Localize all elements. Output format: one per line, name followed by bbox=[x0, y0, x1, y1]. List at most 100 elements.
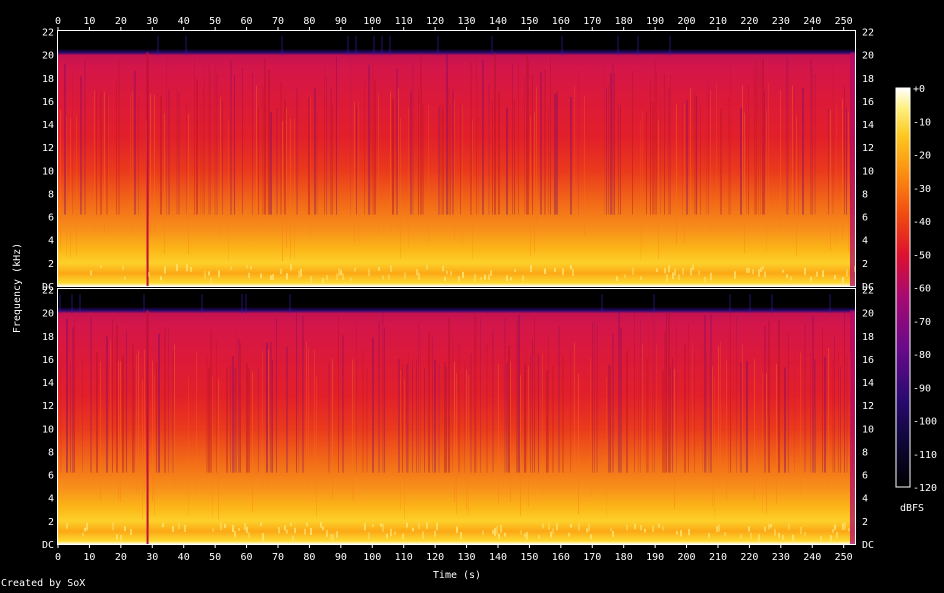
spectrum-texture bbox=[416, 268, 418, 276]
colorbar-tick-label: +0 bbox=[913, 84, 925, 95]
spectrum-texture bbox=[524, 363, 526, 473]
spectrum-texture bbox=[446, 54, 448, 215]
colorbar-tick-label: -40 bbox=[913, 217, 931, 228]
spectrum-texture bbox=[492, 100, 493, 215]
spectrum-texture bbox=[510, 277, 512, 281]
spectrum-texture bbox=[480, 318, 481, 473]
spectrum-texture bbox=[498, 533, 500, 539]
y-tick-label: 8 bbox=[862, 447, 868, 458]
spectrum-texture bbox=[188, 114, 189, 255]
spectrum-texture bbox=[442, 266, 444, 272]
spectrum-texture bbox=[846, 355, 848, 473]
spectrum-texture bbox=[644, 528, 646, 533]
x-tick-label: 60 bbox=[241, 552, 253, 563]
spectrum-texture bbox=[504, 532, 506, 537]
spectrum-texture bbox=[258, 368, 259, 473]
colorbar-tick-label: -90 bbox=[913, 383, 931, 394]
x-tick-label: 160 bbox=[552, 552, 570, 563]
spectrum-texture bbox=[236, 331, 237, 473]
spectrum-texture bbox=[810, 353, 811, 473]
spectrum-texture bbox=[196, 351, 197, 492]
x-tick-labels-top: 0 10 20 30 40 50 60 70 80 90 100 110 120 130 140 150 160… bbox=[55, 16, 853, 30]
spectrum-texture bbox=[758, 534, 760, 542]
spectrum-texture bbox=[444, 276, 446, 281]
x-tick-label: 50 bbox=[209, 16, 221, 27]
spectrum-texture bbox=[742, 85, 743, 226]
spectrum-texture bbox=[574, 85, 575, 226]
spectrum-texture bbox=[778, 532, 780, 538]
spectrum-texture bbox=[786, 57, 788, 215]
spectrum-texture bbox=[204, 63, 205, 215]
x-tick-label: 230 bbox=[772, 16, 790, 27]
spectrum-texture bbox=[544, 268, 546, 274]
spectrum-texture bbox=[800, 526, 802, 535]
spectrum-texture bbox=[96, 91, 97, 215]
spectrum-texture bbox=[96, 352, 98, 473]
y-tick-label: 2 bbox=[862, 259, 868, 270]
spectrum-texture bbox=[306, 341, 307, 482]
spectrum-texture bbox=[488, 84, 490, 215]
spectrum-texture bbox=[792, 534, 794, 541]
spectrum-texture bbox=[812, 68, 813, 215]
spectrum-texture bbox=[812, 315, 814, 473]
spectrum-texture bbox=[276, 108, 278, 215]
spectrum-texture bbox=[118, 59, 120, 215]
spectrum-texture bbox=[100, 264, 102, 269]
spectrum-texture bbox=[676, 530, 678, 535]
spectrum-texture bbox=[690, 87, 691, 228]
spectrum-texture bbox=[748, 526, 750, 532]
spectrum-texture bbox=[476, 60, 477, 215]
spectrum-texture bbox=[804, 324, 806, 473]
spectrum-texture bbox=[548, 109, 549, 215]
spectrum-texture bbox=[506, 107, 508, 215]
spectrum-texture bbox=[740, 361, 742, 473]
spectrum-texture bbox=[552, 528, 554, 535]
spectrum-texture bbox=[188, 376, 189, 517]
x-tick-label: 30 bbox=[146, 552, 158, 563]
spectrum-texture bbox=[518, 63, 519, 215]
spectrum-texture bbox=[268, 69, 270, 215]
y-tick-label: 16 bbox=[42, 355, 54, 366]
spectrum-texture bbox=[608, 84, 609, 215]
colorbar bbox=[895, 87, 911, 488]
spectrum-texture bbox=[138, 98, 139, 215]
spectrum-texture bbox=[830, 110, 831, 251]
spectrum-texture bbox=[418, 272, 420, 280]
spectrum-texture bbox=[816, 271, 818, 277]
spectrum-texture bbox=[104, 91, 105, 233]
spectrum-texture bbox=[766, 373, 767, 514]
spectrum-texture bbox=[428, 105, 429, 246]
spectrum-texture bbox=[434, 359, 436, 473]
spectrum-texture bbox=[688, 323, 689, 473]
spectrum-texture bbox=[354, 102, 355, 243]
spectrum-texture bbox=[342, 273, 344, 281]
spectrum-texture bbox=[774, 529, 776, 536]
y-axis-label: Frequency (kHz) bbox=[12, 243, 23, 333]
x-tick-label: 190 bbox=[646, 552, 664, 563]
spectrum-texture bbox=[296, 87, 298, 215]
spectrum-texture bbox=[460, 531, 462, 540]
spectrum-texture bbox=[550, 56, 551, 215]
y-tick-label: 18 bbox=[42, 332, 54, 343]
spectrum-texture bbox=[520, 530, 522, 535]
spectrum-texture bbox=[780, 89, 781, 231]
spectrum-texture bbox=[286, 529, 288, 534]
spectrum-texture bbox=[246, 526, 248, 533]
spectrum-texture bbox=[420, 328, 421, 473]
spectrum-texture bbox=[364, 80, 365, 215]
colorbar-tick-label: -80 bbox=[913, 350, 931, 361]
spectrum-texture bbox=[484, 274, 486, 280]
spectrum-texture bbox=[86, 522, 88, 531]
spectrum-texture bbox=[828, 347, 829, 489]
spectrum-texture bbox=[764, 91, 765, 215]
spectrum-texture bbox=[208, 64, 210, 215]
spectrum-texture bbox=[746, 104, 747, 215]
spectrum-texture bbox=[528, 60, 529, 215]
spectrum-texture bbox=[284, 525, 286, 531]
spectrum-texture bbox=[122, 356, 124, 473]
spectrum-texture bbox=[678, 274, 680, 280]
spectrum-texture bbox=[704, 276, 706, 283]
y-tick-label: 16 bbox=[42, 97, 54, 108]
spectrum-texture bbox=[792, 85, 793, 227]
x-tick-label: 210 bbox=[709, 552, 727, 563]
